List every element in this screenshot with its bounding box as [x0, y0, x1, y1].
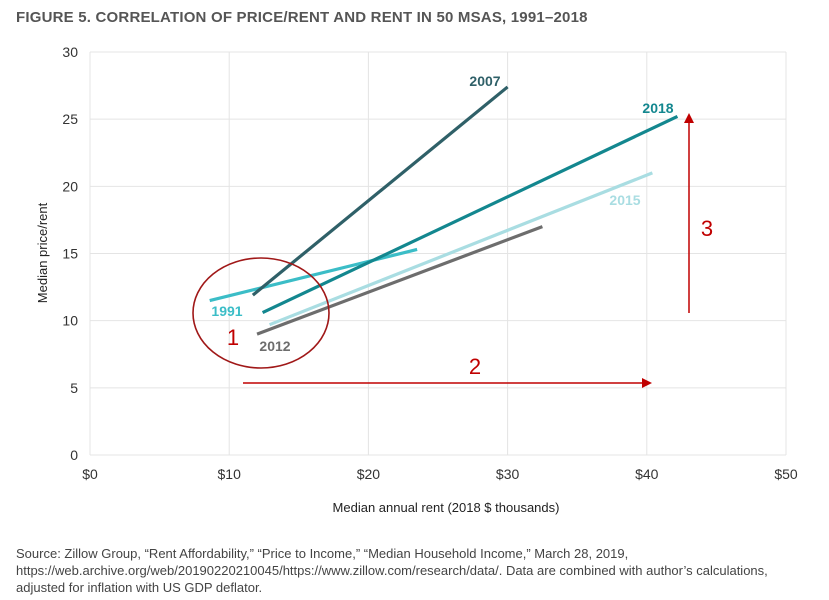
- series-label-1991: 1991: [211, 303, 242, 319]
- tick-labels: $0 $10 $20 $30 $40 $50 0 5 10 15 20 25 30: [62, 44, 797, 482]
- y-tick-label: 30: [62, 44, 78, 60]
- series-label-2007: 2007: [469, 73, 500, 89]
- x-tick-label: $30: [496, 466, 520, 482]
- y-tick-label: 20: [62, 178, 78, 194]
- y-tick-label: 15: [62, 246, 78, 262]
- series-line-2015: [268, 171, 653, 327]
- chart: $0 $10 $20 $30 $40 $50 0 5 10 15 20 25 30 Median ann…: [35, 44, 798, 515]
- x-tick-label: $0: [82, 466, 98, 482]
- annotation-label-2: 2: [469, 354, 481, 379]
- y-tick-label: 5: [70, 380, 78, 396]
- series-label-2015: 2015: [609, 192, 640, 208]
- y-axis-label: Median price/rent: [35, 202, 50, 303]
- series-label-2018: 2018: [642, 100, 673, 116]
- series-line-1991: [209, 247, 418, 303]
- series-line-2018: [261, 115, 679, 315]
- x-tick-label: $20: [357, 466, 381, 482]
- x-tick-label: $40: [635, 466, 659, 482]
- series-line-2007: [251, 85, 509, 297]
- annotation-label-1: 1: [227, 325, 239, 350]
- x-tick-label: $10: [218, 466, 242, 482]
- x-axis-label: Median annual rent (2018 $ thousands): [333, 500, 560, 515]
- series-lines: 2015 2012 1991 2018 2007: [209, 73, 679, 354]
- series-line-2012: [256, 225, 543, 336]
- x-tick-label: $50: [774, 466, 798, 482]
- y-tick-label: 0: [70, 447, 78, 463]
- y-tick-label: 10: [62, 313, 78, 329]
- annotation-circle: [192, 257, 330, 369]
- grid: [89, 51, 787, 456]
- source-note: Source: Zillow Group, “Rent Affordabilit…: [16, 546, 768, 595]
- annotations: 1 2 3: [192, 113, 713, 388]
- y-tick-label: 25: [62, 111, 78, 127]
- annotation-label-3: 3: [701, 216, 713, 241]
- chart-title: FIGURE 5. CORRELATION OF PRICE/RENT AND …: [16, 9, 588, 26]
- series-label-2012: 2012: [259, 338, 290, 354]
